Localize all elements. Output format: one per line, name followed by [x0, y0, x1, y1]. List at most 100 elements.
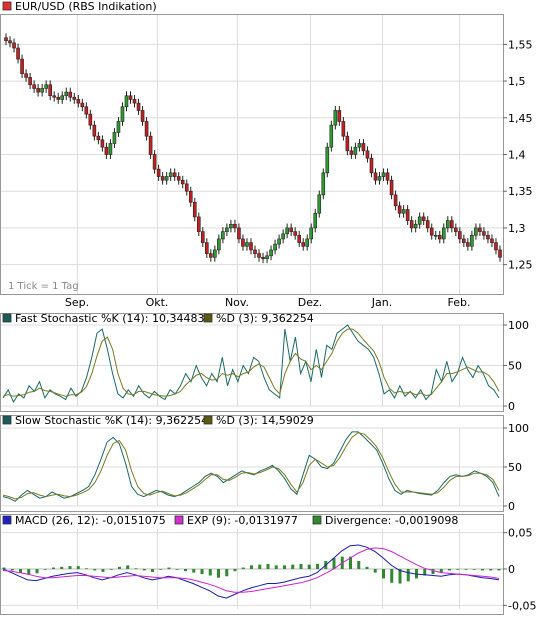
- candle-body: [305, 238, 310, 247]
- candle-body: [466, 242, 470, 247]
- price-legend: EUR/USD (RBS Indikation): [2, 0, 157, 13]
- candle-body: [112, 132, 117, 144]
- y-tick-label: 1,55: [508, 38, 533, 51]
- candle-body: [433, 234, 438, 237]
- y-tick-label: 50: [508, 360, 522, 373]
- candle-body: [281, 233, 285, 240]
- candle-body: [498, 249, 502, 258]
- candle-body: [257, 253, 261, 258]
- candle-body: [108, 143, 113, 155]
- divergence-bar: [266, 563, 270, 569]
- candle-body: [445, 220, 450, 229]
- divergence-bar: [472, 569, 476, 570]
- candle-body: [217, 238, 221, 251]
- candle-body: [12, 42, 16, 49]
- legend-label: %D (3): 14,59029: [216, 414, 314, 427]
- divergence-bar: [60, 566, 64, 569]
- divergence-bar: [332, 558, 336, 569]
- candle-body: [417, 216, 422, 225]
- candle-body: [474, 227, 478, 236]
- legend-label: EUR/USD (RBS Indikation): [15, 0, 157, 13]
- divergence-bar: [349, 556, 352, 569]
- candle-body: [429, 227, 434, 236]
- candle-body: [124, 95, 129, 108]
- candle-body: [393, 194, 398, 207]
- legend-label: EXP (9): -0,0131977: [187, 514, 298, 527]
- candle-body: [361, 143, 366, 152]
- candle-body: [405, 209, 410, 221]
- divergence-bar: [167, 567, 171, 569]
- candle-body: [164, 176, 169, 181]
- candle-body: [56, 96, 61, 100]
- divergence-bar: [109, 569, 113, 570]
- candle-body: [373, 172, 378, 181]
- divergence-bar: [382, 569, 385, 579]
- x-tick-label: Dez.: [298, 296, 323, 309]
- legend-label: MACD (26, 12): -0,0151075: [15, 514, 166, 527]
- x-tick-label: Nov.: [225, 296, 249, 309]
- divergence-bar: [481, 569, 484, 571]
- candle-body: [192, 201, 197, 218]
- divergence-bar: [497, 569, 501, 571]
- macd-legend: MACD (26, 12): -0,0151075 EXP (9): -0,01…: [2, 514, 458, 527]
- candle-body: [277, 238, 281, 245]
- candle-body: [437, 234, 442, 240]
- candle-body: [28, 77, 32, 86]
- divergence-bar: [192, 569, 196, 573]
- candle-body: [221, 231, 225, 240]
- y-tick-label: 100: [508, 319, 529, 332]
- candle-body: [168, 172, 173, 177]
- candle-body: [293, 231, 297, 236]
- candle-body: [52, 95, 56, 98]
- fast-stoch-panel-frame: [0, 313, 504, 412]
- divergence-bar: [142, 569, 146, 571]
- divergence-bar: [250, 565, 253, 569]
- divergence-bar: [68, 566, 72, 569]
- legend-label: %D (3): 9,362254: [216, 312, 314, 325]
- divergence-bar: [283, 565, 286, 569]
- candle-body: [160, 176, 165, 181]
- series-line: [2, 328, 500, 397]
- candle-body: [269, 249, 273, 257]
- legend-swatch: [312, 515, 322, 525]
- candle-body: [116, 121, 121, 133]
- candle-body: [84, 106, 89, 115]
- candle-body: [441, 227, 446, 240]
- y-tick-label: -0,05: [508, 599, 536, 612]
- slow-stoch-panel-frame: [0, 415, 504, 512]
- candle-body: [16, 47, 20, 60]
- y-tick-label: 0,05: [508, 527, 533, 540]
- divergence-bar: [307, 564, 311, 569]
- candle-body: [341, 121, 346, 137]
- candle-body: [241, 238, 245, 247]
- divergence-bar: [151, 569, 154, 572]
- candle-body: [285, 227, 289, 235]
- candle-body: [478, 227, 482, 232]
- divergence-bar: [225, 569, 229, 577]
- candle-body: [48, 84, 52, 97]
- candle-body: [233, 223, 237, 229]
- candle-body: [229, 223, 233, 229]
- divergence-bar: [208, 569, 212, 576]
- divergence-bar: [43, 569, 47, 570]
- divergence-bar: [101, 569, 105, 572]
- divergence-bar: [76, 566, 80, 569]
- divergence-bar: [19, 569, 22, 573]
- candle-body: [128, 95, 133, 100]
- candle-body: [24, 73, 28, 78]
- candle-body: [225, 227, 229, 232]
- legend-swatch: [2, 515, 12, 525]
- legend-swatch: [174, 515, 184, 525]
- legend-swatch: [203, 313, 213, 323]
- divergence-bar: [373, 569, 377, 573]
- candle-body: [80, 102, 85, 108]
- divergence-bar: [200, 569, 204, 575]
- series-line: [2, 324, 500, 403]
- candle-body: [337, 110, 342, 122]
- candle-body: [397, 205, 402, 214]
- legend-label: Divergence: -0,0019098: [325, 514, 458, 527]
- candle-body: [140, 110, 145, 122]
- candle-body: [20, 58, 24, 75]
- candle-body: [462, 238, 466, 243]
- candle-body: [44, 84, 48, 89]
